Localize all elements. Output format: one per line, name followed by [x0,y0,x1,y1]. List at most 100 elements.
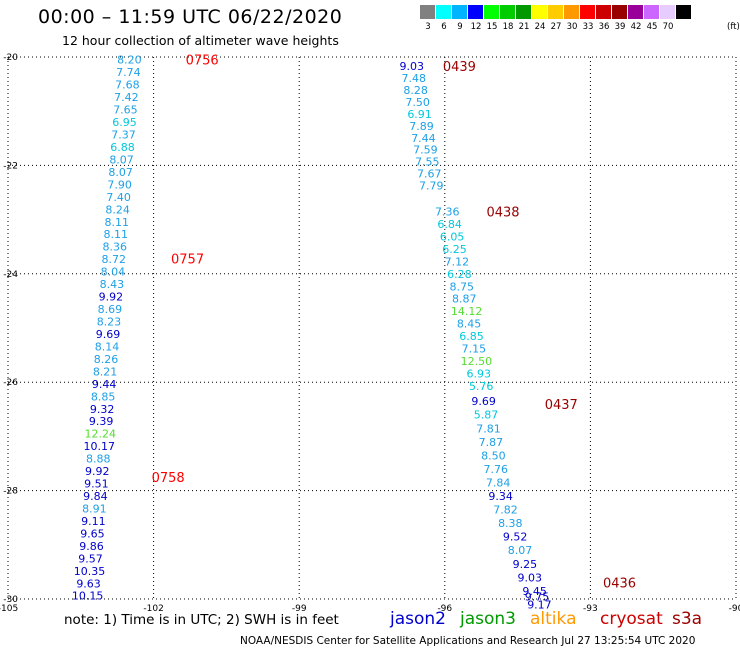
wave-height-label: 12.50 [461,355,493,368]
legend-label: 6 [441,22,447,32]
wave-height-label: 6.05 [440,230,465,243]
time-label: 0437 [545,398,578,413]
wave-height-label: 7.76 [484,463,509,476]
wave-height-label: 7.55 [415,156,440,169]
legend-label: 33 [582,22,594,32]
wave-height-label: 10.17 [83,440,115,453]
legend-swatch [468,5,484,19]
legend-labels: 3 6 9 12 15 18 21 24 27 30 33 36 39 42 45 70 [420,22,692,32]
wave-height-label: 8.28 [403,84,428,97]
y-tick-label: -20 [3,53,18,63]
wave-height-label: 7.59 [413,144,438,157]
wave-height-label: 6.88 [110,141,135,154]
wave-height-label: 7.82 [493,504,518,517]
wave-height-label: 9.86 [79,540,104,553]
color-legend: 3 6 9 12 15 18 21 24 27 30 33 36 39 42 45 70 (ft) [420,5,740,32]
wave-height-label: 7.48 [401,72,426,85]
legend-swatch [436,5,452,19]
wave-height-label: 8.36 [103,241,128,254]
wave-height-label: 9.03 [400,60,425,73]
wave-height-label: 7.84 [486,476,511,489]
wave-height-label: 8.07 [108,166,133,179]
wave-height-label: 8.14 [95,340,120,353]
wave-height-label: 7.50 [405,96,430,109]
wave-height-label: 9.03 [517,571,542,584]
x-tick-label: -102 [143,604,163,614]
legend-unit: (ft) [727,22,740,32]
legend-swatch [644,5,660,19]
legend-label: 18 [502,22,514,32]
legend-label: 30 [566,22,578,32]
wave-height-label: 7.89 [409,120,434,133]
wave-height-label: 7.42 [114,91,139,104]
wave-height-label: 6.84 [437,218,462,231]
wave-height-label: 9.17 [527,598,552,611]
wave-height-label: 8.21 [93,365,118,378]
time-label: 0757 [171,253,204,268]
wave-height-label: 7.81 [476,422,501,435]
wave-height-label: 6.28 [447,268,472,281]
wave-height-label: 14.12 [451,305,483,318]
x-tick-label: -90 [729,604,740,614]
wave-height-label: 5.87 [474,409,499,422]
legend-label: 15 [486,22,498,32]
legend-swatch [564,5,580,19]
legend-swatch [660,5,676,19]
legend-swatch [516,5,532,19]
legend-swatch [500,5,516,19]
wave-height-label: 8.24 [105,203,130,216]
wave-height-label: 8.45 [457,318,482,331]
legend-label: 39 [614,22,626,32]
wave-height-label: 9.65 [80,527,105,540]
wave-height-label: 7.44 [411,132,436,145]
wave-height-label: 6.93 [467,368,492,381]
wave-height-label: 8.26 [94,353,119,366]
satellite-s3a: s3a [672,609,703,629]
legend-swatches [420,5,692,19]
legend-label: 24 [534,22,546,32]
legend-swatch [596,5,612,19]
wave-height-label: 9.57 [78,552,103,565]
legend-swatch [532,5,548,19]
legend-swatch [484,5,500,19]
legend-swatch [452,5,468,19]
wave-height-label: 12.24 [84,428,116,441]
y-tick-label: -30 [3,595,18,605]
wave-height-label: 8.20 [117,54,142,67]
legend-label: 27 [550,22,562,32]
legend-label: 3 [425,22,431,32]
legend-swatch [612,5,628,19]
legend-label: 36 [598,22,610,32]
time-label: 0758 [152,471,185,486]
wave-height-label: 9.69 [471,395,496,408]
wave-height-label: 9.92 [85,465,110,478]
y-tick-label: -22 [3,161,18,171]
wave-height-label: 7.87 [479,436,504,449]
credit-line: NOAA/NESDIS Center for Satellite Applica… [240,635,696,647]
wave-height-label: 7.12 [445,255,470,268]
wave-height-label: 8.43 [100,278,125,291]
wave-height-label: 9.75 [525,590,550,603]
wave-height-label: 8.11 [104,216,129,229]
y-tick-label: -28 [3,487,18,497]
wave-height-label: 6.85 [459,330,484,343]
wave-height-label: 6.91 [407,108,432,121]
time-label: 0436 [603,577,636,592]
wave-height-label: 8.85 [91,390,116,403]
wave-height-label: 7.74 [116,66,141,79]
wave-height-label: 8.38 [498,517,523,530]
page-title: 00:00 – 11:59 UTC 06/22/2020 [38,6,343,28]
legend-label: 42 [630,22,642,32]
wave-height-label: 8.11 [103,228,128,241]
wave-height-label: 9.34 [488,490,513,503]
wave-height-label: 8.23 [97,315,122,328]
satellite-jason3: jason3 [460,609,516,629]
satellite-altika: altika [530,609,577,629]
time-label: 0756 [186,54,219,69]
wave-height-label: 7.36 [435,205,460,218]
satellite-jason2: jason2 [390,609,446,629]
wave-height-label: 8.87 [452,293,477,306]
wave-height-label: 9.39 [89,415,114,428]
legend-label: 45 [646,22,658,32]
